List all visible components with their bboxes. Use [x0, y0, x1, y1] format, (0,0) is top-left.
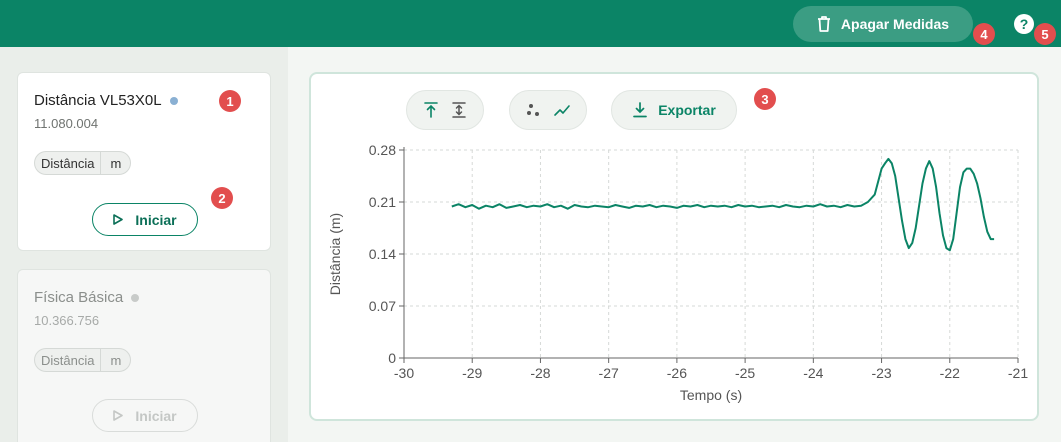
x-tick-label: -24	[803, 365, 823, 381]
unit-chip: m	[100, 151, 132, 175]
tutorial-badge-1: 1	[219, 90, 241, 112]
sensor-title: Distância VL53X0L	[34, 92, 178, 109]
tutorial-badge-5: 5	[1034, 23, 1056, 45]
play-icon	[113, 410, 124, 421]
y-axis-label: Distância (m)	[327, 213, 343, 295]
x-tick-label: -22	[940, 365, 960, 381]
y-tick-label: 0.07	[369, 298, 396, 314]
sensor-title: Física Básica	[34, 289, 140, 306]
sensor-chips: Distância m	[34, 151, 132, 175]
distance-chart[interactable]: -30 -29 -28 -27 -26 -25 -24 -23 -22 -21 0 0.07 0.14 0…	[320, 135, 1030, 410]
x-axis-label: Tempo (s)	[680, 387, 742, 403]
fit-vertical-icon	[452, 102, 466, 118]
clear-measurements-label: Apagar Medidas	[840, 16, 950, 32]
y-tick-label: 0.28	[369, 142, 396, 158]
x-tick-label: -29	[462, 365, 482, 381]
clear-measurements-button[interactable]: Apagar Medidas	[793, 6, 973, 42]
tutorial-badge-4: 4	[973, 23, 995, 45]
trash-icon	[817, 16, 830, 32]
tutorial-badge-2: 2	[211, 187, 233, 209]
status-dot	[169, 96, 178, 105]
y-tick-label: 0.21	[369, 194, 396, 210]
x-tick-label: -28	[530, 365, 550, 381]
export-label: Exportar	[658, 102, 716, 118]
x-tick-label: -30	[394, 365, 414, 381]
top-bar: Apagar Medidas ?	[0, 0, 1061, 47]
quantity-chip: Distância	[34, 348, 101, 372]
align-top-icon	[424, 102, 438, 118]
scatter-button[interactable]	[523, 99, 545, 121]
help-icon[interactable]: ?	[1014, 14, 1034, 34]
line-chart-button[interactable]	[551, 99, 573, 121]
x-tick-label: -25	[735, 365, 755, 381]
status-dot	[131, 293, 140, 302]
sensor-id: 11.080.004	[34, 116, 99, 131]
sensor-title-text: Física Básica	[34, 289, 124, 306]
scatter-icon	[527, 104, 539, 116]
axis-tools-group	[406, 90, 484, 130]
chart-type-group	[509, 90, 587, 130]
export-button[interactable]: Exportar	[611, 90, 737, 130]
x-tick-label: -21	[1008, 365, 1028, 381]
unit-chip: m	[100, 348, 132, 372]
tutorial-badge-3: 3	[754, 88, 776, 110]
x-tick-label: -23	[871, 365, 891, 381]
start-button[interactable]: Iniciar	[92, 203, 198, 236]
play-icon	[113, 214, 124, 225]
quantity-chip: Distância	[34, 151, 101, 175]
distance-series-line	[451, 157, 995, 252]
start-label: Iniciar	[135, 211, 177, 228]
fit-vertical-button[interactable]	[448, 99, 470, 121]
download-icon	[633, 102, 648, 118]
sensor-title-text: Distância VL53X0L	[34, 92, 162, 109]
line-chart-icon	[554, 105, 570, 116]
sensor-chips: Distância m	[34, 348, 132, 372]
align-top-button[interactable]	[420, 99, 442, 121]
x-tick-label: -26	[667, 365, 687, 381]
x-tick-label: -27	[599, 365, 619, 381]
sensor-card-basic-physics[interactable]: Física Básica 10.366.756 Distância m Ini…	[17, 269, 271, 442]
y-tick-label: 0	[388, 350, 396, 366]
sensor-id: 10.366.756	[34, 313, 100, 328]
start-button-disabled: Iniciar	[92, 399, 198, 432]
y-tick-label: 0.14	[369, 246, 396, 262]
start-label: Iniciar	[135, 407, 177, 424]
chart-panel	[309, 72, 1039, 421]
